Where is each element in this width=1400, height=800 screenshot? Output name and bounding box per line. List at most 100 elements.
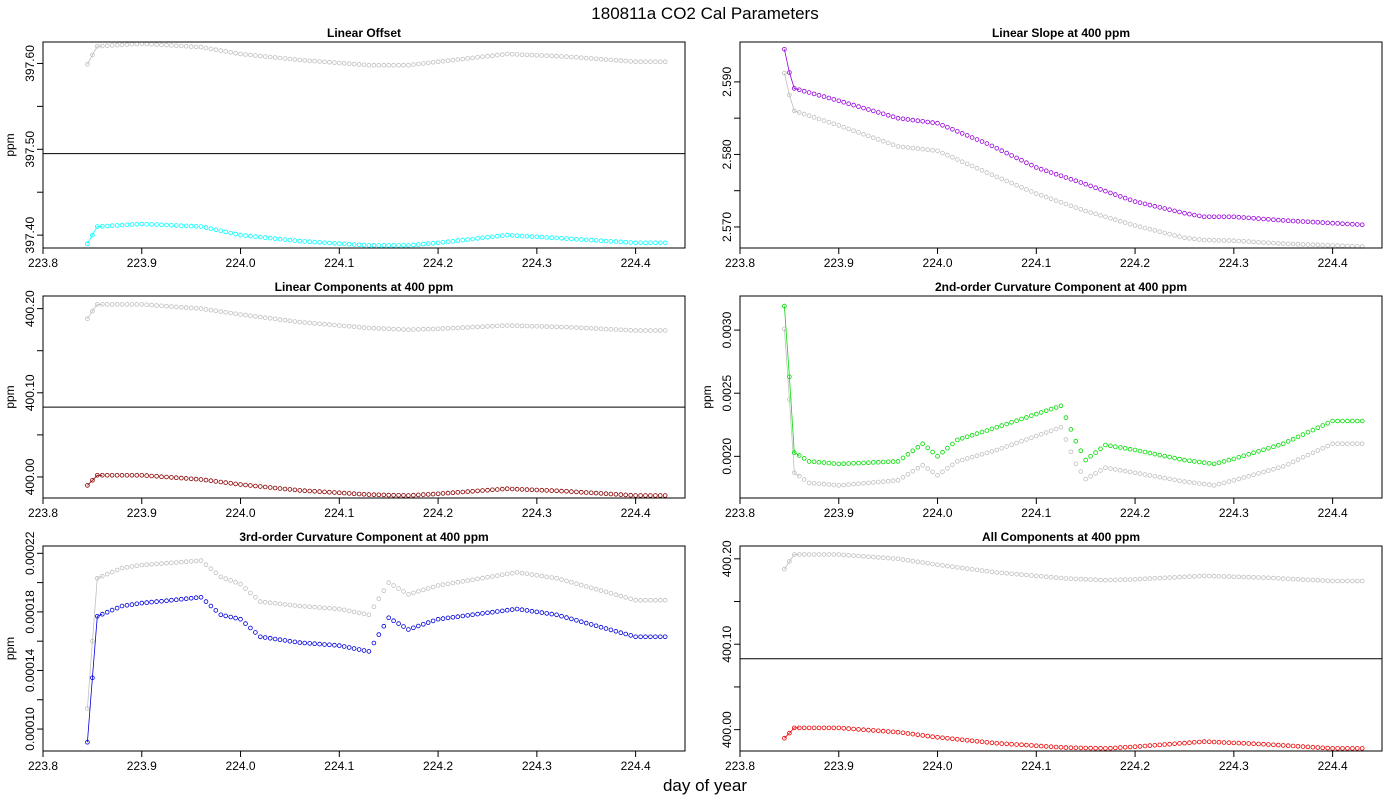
data-point [1226,740,1232,745]
plot-frame [739,41,1383,249]
data-point [1290,241,1296,247]
data-point [85,483,90,488]
data-point [979,568,985,573]
data-point [1009,571,1014,577]
data-point [411,327,416,332]
data-point [218,574,224,580]
data-point [1004,570,1009,576]
data-point [277,637,283,642]
data-point [910,558,916,564]
data-point [529,234,535,239]
data-point [1300,577,1306,582]
data-point [371,640,377,646]
data-point [336,60,342,66]
data-point [1058,403,1064,409]
data-point [643,240,648,246]
data-point [450,238,456,244]
data-point [787,70,792,75]
data-point [144,41,150,47]
data-point [880,728,886,734]
data-point [292,603,298,608]
data-point [188,305,194,311]
data-point [1276,575,1281,581]
data-point [945,445,950,451]
data-point [485,574,490,580]
y-tick-label: 400.00 [720,711,734,748]
data-point [554,575,559,581]
data-point [233,615,238,621]
data-point [139,221,145,227]
data-point [920,441,925,447]
data-point [509,51,515,57]
data-point [287,602,293,608]
data-point [519,323,525,329]
data-point [139,562,145,568]
data-point [796,110,802,115]
data-point [124,472,130,478]
data-point [801,477,807,482]
data-point [415,327,421,332]
data-point [450,490,456,496]
data-point [1083,576,1088,582]
data-point [262,599,268,605]
data-point [613,327,619,332]
data-point [841,725,846,731]
data-point [900,455,906,461]
data-point [905,117,911,122]
data-point [485,487,490,493]
data-point [608,491,614,497]
data-point [1290,436,1296,442]
data-point [119,42,125,48]
data-point [1152,203,1158,209]
data-point [1088,577,1093,582]
data-point [509,570,515,576]
data-point [861,460,866,466]
data-point [297,603,303,609]
data-point [100,573,105,579]
data-point [287,638,293,644]
data-point [124,42,130,47]
data-point [801,88,807,94]
data-point [1197,481,1202,486]
data-point [371,243,377,248]
data-point [1147,226,1153,232]
data-point [935,472,940,478]
data-point [164,42,169,48]
data-point [588,490,594,496]
data-point [341,644,347,649]
data-point [435,491,441,497]
data-point [856,460,861,466]
data-point [1231,477,1237,483]
data-point [1359,418,1365,424]
data-point [90,232,95,238]
data-point [1147,576,1153,581]
data-point [445,325,451,331]
data-point [574,581,579,586]
data-point [593,238,599,243]
data-point [796,453,802,458]
data-point [782,46,787,52]
data-point [312,604,317,610]
main-series-line [87,474,103,486]
x-tick-label: 224.1 [324,506,354,520]
data-point [791,450,797,455]
x-tick-label: 224.3 [1219,506,1249,520]
data-point [1108,745,1113,751]
data-point [974,453,980,459]
data-point [420,61,426,66]
data-point [1113,444,1118,450]
x-tick-label: 224.4 [1318,759,1348,773]
data-point [796,87,802,93]
data-point [351,646,357,651]
x-tick-label: 224.3 [1219,759,1249,773]
data-point [1266,742,1271,747]
data-point [346,608,352,614]
data-point [1113,745,1118,751]
data-point [327,240,332,246]
data-point [915,559,921,565]
data-point [1034,411,1039,417]
x-tick-label: 224.4 [1318,506,1348,520]
